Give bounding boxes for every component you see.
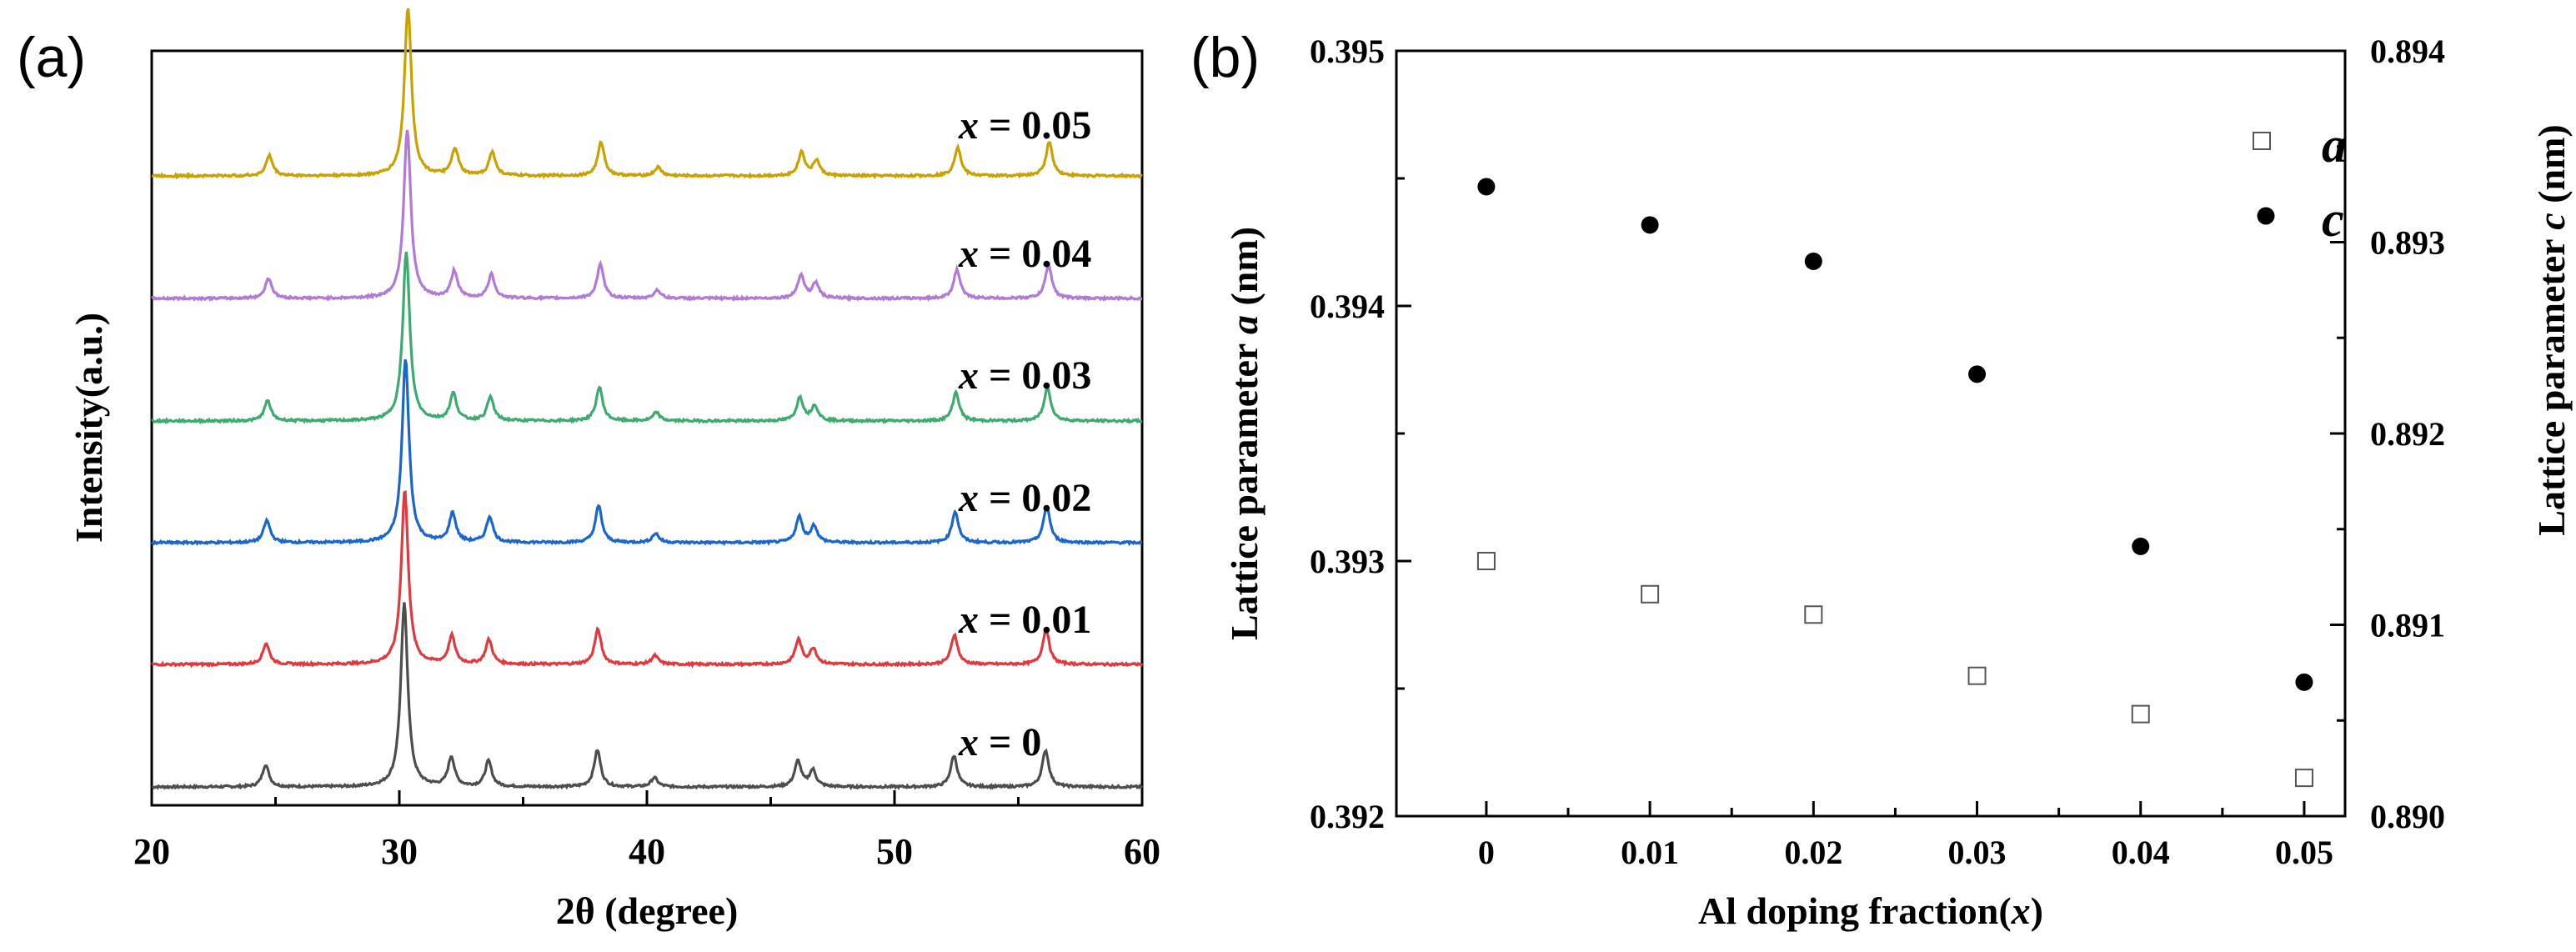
point-a [1476, 552, 1496, 570]
point-a [1641, 584, 1660, 604]
point-c [1968, 365, 1987, 383]
point-c [2295, 673, 2313, 691]
x-tick-label: 0 [1478, 834, 1495, 871]
series-label: x = 0.01 [958, 598, 1091, 642]
legend-marker-a [2253, 132, 2271, 150]
series-label: x = 0.05 [958, 103, 1091, 148]
panel-b-left-y-ticks: 0.392 0.393 0.394 0.395 [1310, 33, 1411, 835]
y-left-tick-label: 0.392 [1310, 798, 1385, 835]
series-label: x = 0.04 [958, 232, 1091, 276]
series-label: x = 0 [958, 720, 1041, 764]
series-label: x = 0.03 [958, 353, 1091, 398]
panel-a-xrd-chart: (a) x = 0 x = 0.01 x = 0.02 x = 0.03 x = 0.0… [17, 8, 1160, 932]
y-right-tick-label: 0.890 [2370, 798, 2445, 835]
x-tick-label: 0.03 [1948, 834, 2007, 871]
y-right-tick-label: 0.893 [2370, 224, 2445, 262]
panel-a-label: (a) [17, 26, 86, 89]
point-a [1967, 666, 1987, 685]
y-right-tick-label: 0.894 [2370, 33, 2445, 70]
y-left-tick-label: 0.393 [1310, 543, 1385, 580]
xrd-series-labels: x = 0 x = 0.01 x = 0.02 x = 0.03 x = 0.04 x =… [958, 103, 1091, 764]
panel-a-plot-frame [150, 49, 1144, 807]
point-a [2294, 769, 2313, 788]
x-tick-label: 60 [1124, 831, 1160, 872]
point-a [1804, 605, 1823, 624]
x-tick-label: 40 [629, 831, 665, 872]
xrd-trace-x-0-03 [151, 251, 1143, 425]
point-c [2132, 537, 2150, 555]
panel-b-data-points [1476, 178, 2313, 788]
panel-a-x-ticks: 20 30 40 50 60 [133, 790, 1160, 872]
panel-b-left-y-axis-title: Lattice parameter a (nm) [1223, 227, 1265, 640]
panel-b-x-ticks: 0 0.01 0.02 0.03 0.04 0.05 [1478, 801, 2333, 871]
xrd-trace-x-0-02 [150, 358, 1143, 547]
x-tick-label: 0.01 [1621, 834, 1679, 871]
y-left-tick-label: 0.395 [1310, 33, 1385, 70]
xrd-trace-x-0-04 [151, 129, 1143, 303]
panel-b-label: (b) [1190, 26, 1260, 89]
panel-a-y-axis-title: Intensity(a.u.) [68, 313, 110, 543]
panel-b-x-axis-title: Al doping fraction(x) [1698, 889, 2043, 932]
x-tick-label: 0.05 [2275, 834, 2333, 871]
panel-b-plot-frame [1395, 49, 2347, 818]
xrd-traces [150, 8, 1144, 791]
point-c [1804, 252, 1822, 270]
x-tick-label: 30 [381, 831, 418, 872]
y-right-tick-label: 0.892 [2370, 415, 2445, 453]
point-c [1477, 178, 1496, 196]
y-right-tick-label: 0.891 [2370, 607, 2445, 644]
xrd-trace-x-0 [151, 602, 1144, 791]
panel-a-x-axis-title: 2θ (degree) [556, 889, 739, 932]
panel-b-lattice-chart: (b) 0 0.01 0.02 0.03 0.04 0.05 0.3920.3930.39… [1190, 26, 2573, 932]
point-a [2131, 704, 2150, 724]
panel-b-legend: a c [2253, 118, 2347, 247]
y-left-tick-label: 0.394 [1310, 288, 1385, 325]
x-tick-label: 20 [133, 831, 170, 872]
x-tick-label: 0.04 [2112, 834, 2170, 871]
point-c [1641, 216, 1659, 234]
x-tick-label: 0.02 [1784, 834, 1842, 871]
legend-label-a-text: a [2322, 118, 2347, 173]
xrd-trace-x-0-05 [151, 8, 1143, 180]
series-label: x = 0.02 [958, 476, 1091, 520]
legend-marker-c [2257, 207, 2275, 225]
xrd-trace-x-0-01 [151, 490, 1144, 669]
panel-b-right-y-axis-title: Lattice parameter c (nm) [2530, 124, 2573, 535]
legend-label-c-text: c [2322, 192, 2344, 247]
panel-b-right-y-ticks: 0.890 0.891 0.892 0.893 0.894 [2330, 33, 2445, 835]
x-tick-label: 50 [876, 831, 913, 872]
